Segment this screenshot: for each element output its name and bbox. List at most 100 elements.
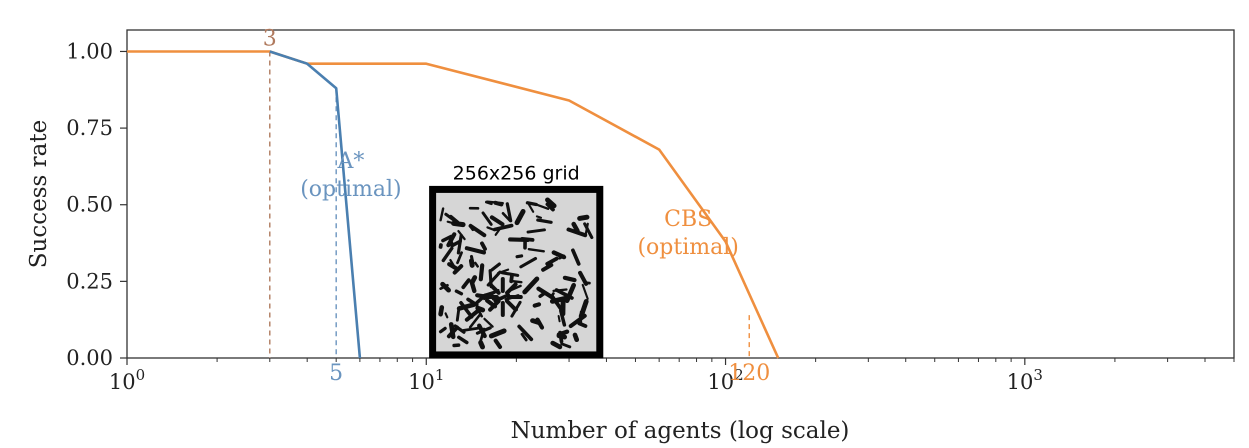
x-tick-label: 101 <box>408 366 444 394</box>
astar-label: A* (optimal) <box>300 149 401 202</box>
inset-map-stroke <box>572 332 580 343</box>
inset-map-stroke <box>488 282 501 295</box>
inset-map-stroke <box>446 325 460 339</box>
inset-map-stroke <box>457 230 466 241</box>
inset-map-stroke <box>520 237 535 242</box>
inset-map-stroke <box>478 263 485 282</box>
inset-map-stroke <box>559 309 567 327</box>
inset-map-stroke <box>530 318 541 325</box>
x-tick-label: 102 <box>707 366 743 394</box>
inset-map-stroke <box>492 223 514 232</box>
inset-map-stroke <box>536 218 553 224</box>
inset-map-stroke <box>461 278 471 290</box>
x-tick-label: 103 <box>1007 366 1043 394</box>
inset-map-stroke <box>439 283 449 291</box>
inset-map-stroke <box>484 200 493 206</box>
inset-map-stroke <box>549 295 568 304</box>
inset-map-stroke <box>532 302 542 308</box>
inset-map-stroke <box>505 282 518 295</box>
inset-map-stroke <box>527 202 535 213</box>
y-tick-label: 0.75 <box>66 116 113 140</box>
inset-map-stroke <box>534 203 550 210</box>
inset-map-stroke <box>493 200 504 207</box>
inset-map-stroke <box>469 279 477 294</box>
inset-map-stroke <box>583 281 591 285</box>
cbs-label: CBS (optimal) <box>637 207 738 260</box>
inset-map-stroke <box>450 239 462 248</box>
inset-map-stroke <box>456 233 463 255</box>
inset-map-stroke <box>455 307 461 322</box>
inset-map-stroke <box>469 254 475 264</box>
inset-map-stroke <box>545 197 557 209</box>
y-tick-label: 0.25 <box>66 269 113 293</box>
inset-map-stroke <box>446 232 457 248</box>
inset-map-stroke <box>457 335 469 345</box>
inset-map-stroke <box>448 214 460 225</box>
y-tick-label: 1.00 <box>66 39 113 63</box>
inset-map-stroke <box>515 254 524 259</box>
inset-map-stroke <box>500 271 520 277</box>
inset-map-stroke <box>475 326 492 335</box>
inset-map-stroke <box>551 250 567 260</box>
inset-map-stroke <box>480 241 487 251</box>
inset-map-stroke <box>438 305 445 317</box>
inset-map-stroke <box>522 276 540 295</box>
marker-lines <box>269 51 750 358</box>
inset-map-stroke <box>541 263 554 272</box>
inset-map-stroke <box>571 248 581 266</box>
y-axis-label: Success rate <box>26 120 52 268</box>
inset-map-stroke <box>505 202 513 223</box>
inset-map-stroke <box>452 264 464 275</box>
inset-title: 256x256 grid <box>453 162 580 184</box>
inset-map-stroke <box>462 326 482 332</box>
inset-map-stroke <box>439 207 445 222</box>
marker-3-label: 3 <box>263 26 277 51</box>
series-astar <box>269 50 362 359</box>
inset-map-stroke <box>560 342 572 349</box>
inset-map-stroke <box>583 222 594 240</box>
inset-map-stroke <box>438 326 447 334</box>
inset-map-stroke <box>456 302 477 311</box>
marker-120-label: 120 <box>728 361 770 386</box>
inset-map-stroke <box>489 215 505 227</box>
series-lines <box>127 50 780 359</box>
inset-map-stroke <box>581 283 589 300</box>
inset-map-stroke <box>545 256 559 266</box>
inset-map-stroke <box>545 202 555 212</box>
y-tick-label: 0.00 <box>66 346 113 370</box>
inset-map-stroke <box>441 246 454 263</box>
inset-map-stroke <box>527 248 545 253</box>
inset-map-stroke <box>441 234 453 243</box>
inset-map-stroke <box>468 223 487 238</box>
inset-map-stroke <box>538 291 547 298</box>
inset-map-stroke <box>446 220 463 227</box>
inset-map-stroke <box>464 246 486 255</box>
inset-map-stroke <box>549 292 555 299</box>
inset-map-stroke <box>511 280 523 284</box>
annotations: 3 5 120 CBS (optimal) A* (optimal) <box>263 26 770 386</box>
inset-map-stroke <box>520 332 528 342</box>
inset-map-stroke <box>514 208 526 226</box>
inset-map-stroke <box>526 228 546 234</box>
inset-map-stroke <box>501 212 512 222</box>
inset-map-stroke <box>481 211 493 226</box>
inset-map-stroke <box>459 300 474 319</box>
x-axis-label: Number of agents (log scale) <box>511 418 850 444</box>
y-tick-label: 0.50 <box>66 193 113 217</box>
inset-map-stroke <box>517 324 534 342</box>
inset-map-stroke <box>562 275 577 283</box>
inset-map-stroke <box>466 297 479 307</box>
inset-map-stroke <box>577 321 588 328</box>
inset-map-stroke <box>493 338 503 349</box>
inset-map-stroke <box>571 221 580 233</box>
inset-map-stroke <box>509 273 514 284</box>
inset-map-stroke <box>557 315 561 323</box>
inset-map-stroke <box>474 261 479 268</box>
inset-map-stroke <box>550 340 563 350</box>
inset-map-stroke <box>486 226 495 231</box>
inset-map-stroke <box>478 340 485 350</box>
inset-map: 256x256 grid <box>429 162 604 359</box>
inset-map-stroke <box>490 262 501 272</box>
inset-map-stroke <box>456 251 463 265</box>
inset-map-stroke <box>454 289 464 296</box>
